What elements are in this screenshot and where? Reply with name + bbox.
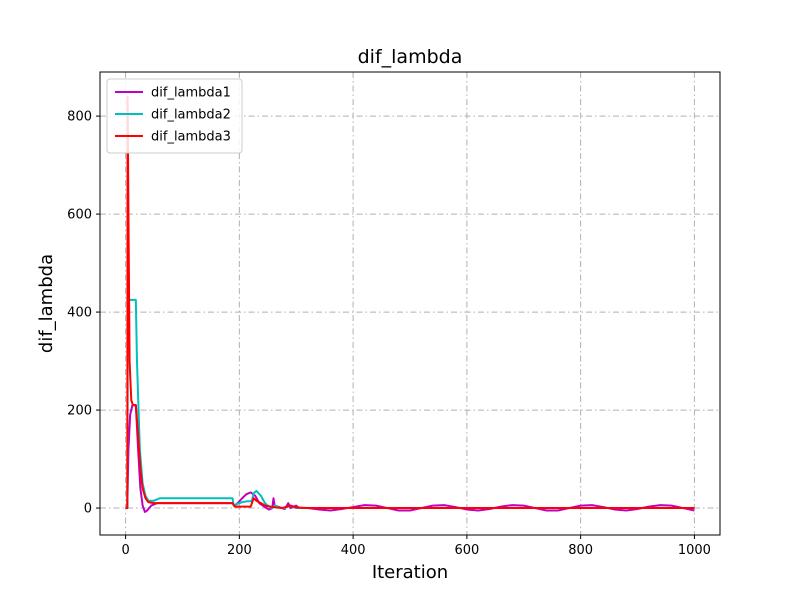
plot-frame [99,71,721,536]
legend-box [106,78,243,154]
legend-label-dif_lambda3: dif_lambda3 [151,130,231,145]
legend-label-dif_lambda1: dif_lambda1 [151,86,231,101]
x-tick-label: 400 [341,543,366,558]
x-tick-label: 1000 [678,543,711,558]
y-tick-label: 200 [67,404,92,419]
y-tick-label: 0 [84,502,92,517]
x-axis-label: Iteration [372,562,448,583]
y-tick-label: 400 [67,306,92,321]
chart-title: dif_lambda [358,46,463,68]
series-line-dif_lambda3 [125,95,695,510]
axis-ticks: 0 200 400 600 800 1000 0 200 400 600 800 [67,110,711,558]
x-tick-label: 200 [227,543,252,558]
x-tick-label: 800 [568,543,593,558]
y-tick-label: 800 [67,110,92,125]
legend: dif_lambda1 dif_lambda2 dif_lambda3 [106,78,243,154]
y-tick-label: 600 [67,208,92,223]
legend-label-dif_lambda2: dif_lambda2 [151,108,231,123]
series-lines [125,95,695,513]
x-tick-label: 0 [121,543,129,558]
y-axis-label: dif_lambda [36,254,57,353]
x-tick-label: 600 [454,543,479,558]
